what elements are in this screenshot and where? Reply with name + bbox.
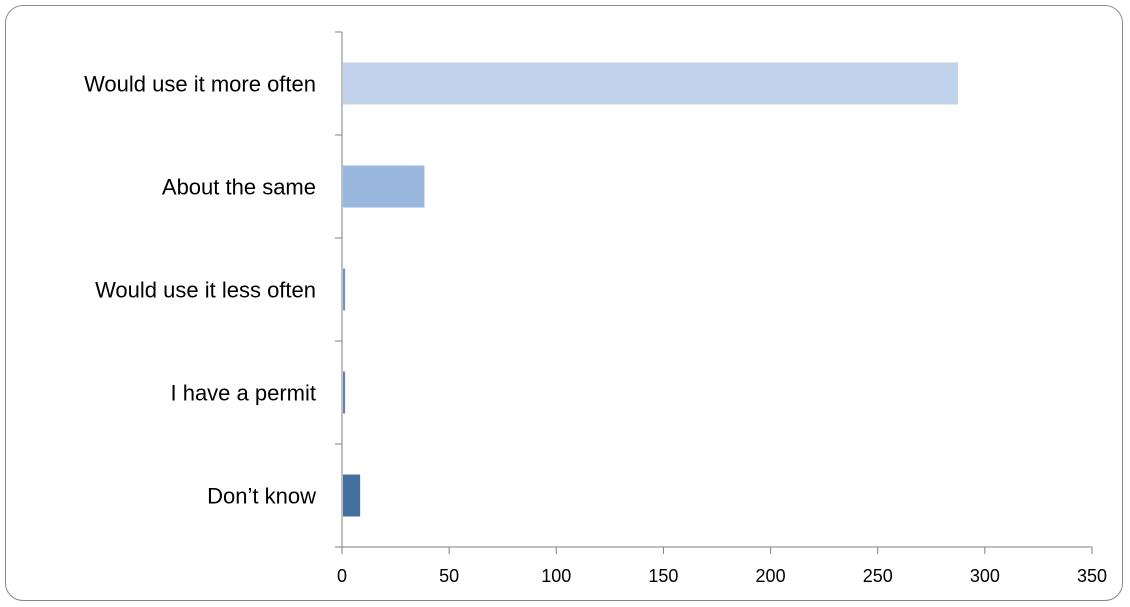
- x-tick-label: 100: [541, 566, 571, 586]
- bar: [343, 268, 346, 311]
- x-tick-label: 50: [439, 566, 459, 586]
- bar: [343, 371, 346, 414]
- chart-axes: [335, 31, 1093, 554]
- category-label: Would use it less often: [95, 278, 316, 303]
- x-tick-label: 250: [863, 566, 893, 586]
- bar: [343, 165, 425, 208]
- category-labels: Would use it more often About the same Wou…: [84, 72, 316, 509]
- category-label: Would use it more often: [84, 72, 316, 97]
- x-tick-label: 150: [648, 566, 678, 586]
- x-tick-label: 200: [756, 566, 786, 586]
- bar: [343, 62, 958, 105]
- category-label: About the same: [162, 175, 316, 200]
- x-tick-label: 350: [1077, 566, 1107, 586]
- chart-bars: [343, 62, 958, 517]
- bar: [343, 474, 361, 517]
- x-tick-label: 300: [970, 566, 1000, 586]
- category-label: I have a permit: [170, 381, 316, 406]
- x-tick-labels: 0 50 100 150 200 250 300 350: [337, 566, 1107, 586]
- category-label: Don’t know: [207, 484, 316, 509]
- x-tick-label: 0: [337, 566, 347, 586]
